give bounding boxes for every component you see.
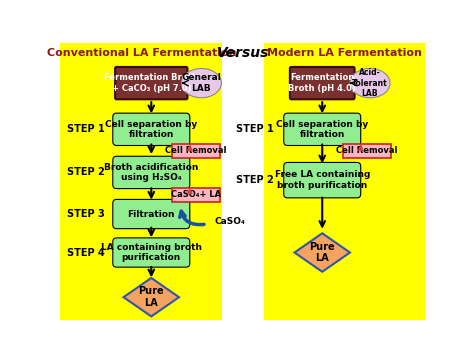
FancyBboxPatch shape — [284, 113, 361, 145]
Bar — [172, 188, 220, 202]
Text: STEP 2: STEP 2 — [66, 167, 104, 177]
FancyBboxPatch shape — [113, 238, 190, 267]
Bar — [222, 43, 264, 320]
Text: Conventional LA Fermentation: Conventional LA Fermentation — [46, 48, 236, 58]
Text: LA containing broth
purification: LA containing broth purification — [101, 243, 202, 262]
Text: Acid-
Tolerant
LAB: Acid- Tolerant LAB — [352, 68, 388, 98]
Bar — [61, 43, 222, 320]
Bar — [264, 43, 425, 320]
FancyBboxPatch shape — [284, 162, 361, 198]
Text: CaSO₄: CaSO₄ — [214, 217, 246, 226]
Polygon shape — [294, 233, 350, 272]
FancyBboxPatch shape — [113, 113, 190, 145]
FancyBboxPatch shape — [115, 67, 188, 99]
Text: Cell separation by
filtration: Cell separation by filtration — [276, 120, 368, 139]
Text: CaSO₄+ LA: CaSO₄+ LA — [171, 190, 221, 199]
Text: STEP 4: STEP 4 — [66, 247, 104, 257]
Text: Pure
LA: Pure LA — [310, 242, 335, 263]
Text: Cell separation by
filtration: Cell separation by filtration — [105, 120, 197, 139]
Text: Fermentation
Broth (pH 4.0): Fermentation Broth (pH 4.0) — [288, 74, 356, 93]
Text: Free LA containing
broth purification: Free LA containing broth purification — [274, 171, 370, 190]
Text: Fermentation Broth
+ CaCO₃ (pH 7.0): Fermentation Broth + CaCO₃ (pH 7.0) — [104, 74, 198, 93]
Text: Modern LA Fermentation: Modern LA Fermentation — [267, 48, 422, 58]
Bar — [172, 144, 220, 158]
Text: Cell Removal: Cell Removal — [336, 146, 398, 155]
FancyBboxPatch shape — [113, 156, 190, 188]
Ellipse shape — [182, 69, 221, 98]
Polygon shape — [124, 278, 179, 316]
Text: Broth acidification
using H₂SO₄: Broth acidification using H₂SO₄ — [104, 163, 199, 182]
Text: STEP 1: STEP 1 — [66, 124, 104, 134]
Text: STEP 3: STEP 3 — [66, 209, 104, 219]
Ellipse shape — [350, 69, 390, 98]
Text: Versus: Versus — [217, 46, 269, 60]
Text: General
LAB: General LAB — [182, 74, 221, 93]
FancyBboxPatch shape — [113, 199, 190, 229]
Text: Filtration: Filtration — [128, 210, 175, 219]
Bar — [343, 144, 391, 158]
Text: Cell Removal: Cell Removal — [165, 146, 227, 155]
Text: STEP 1: STEP 1 — [236, 124, 274, 134]
Text: STEP 2: STEP 2 — [236, 175, 274, 185]
FancyBboxPatch shape — [290, 67, 355, 99]
Text: Pure
LA: Pure LA — [138, 286, 164, 308]
